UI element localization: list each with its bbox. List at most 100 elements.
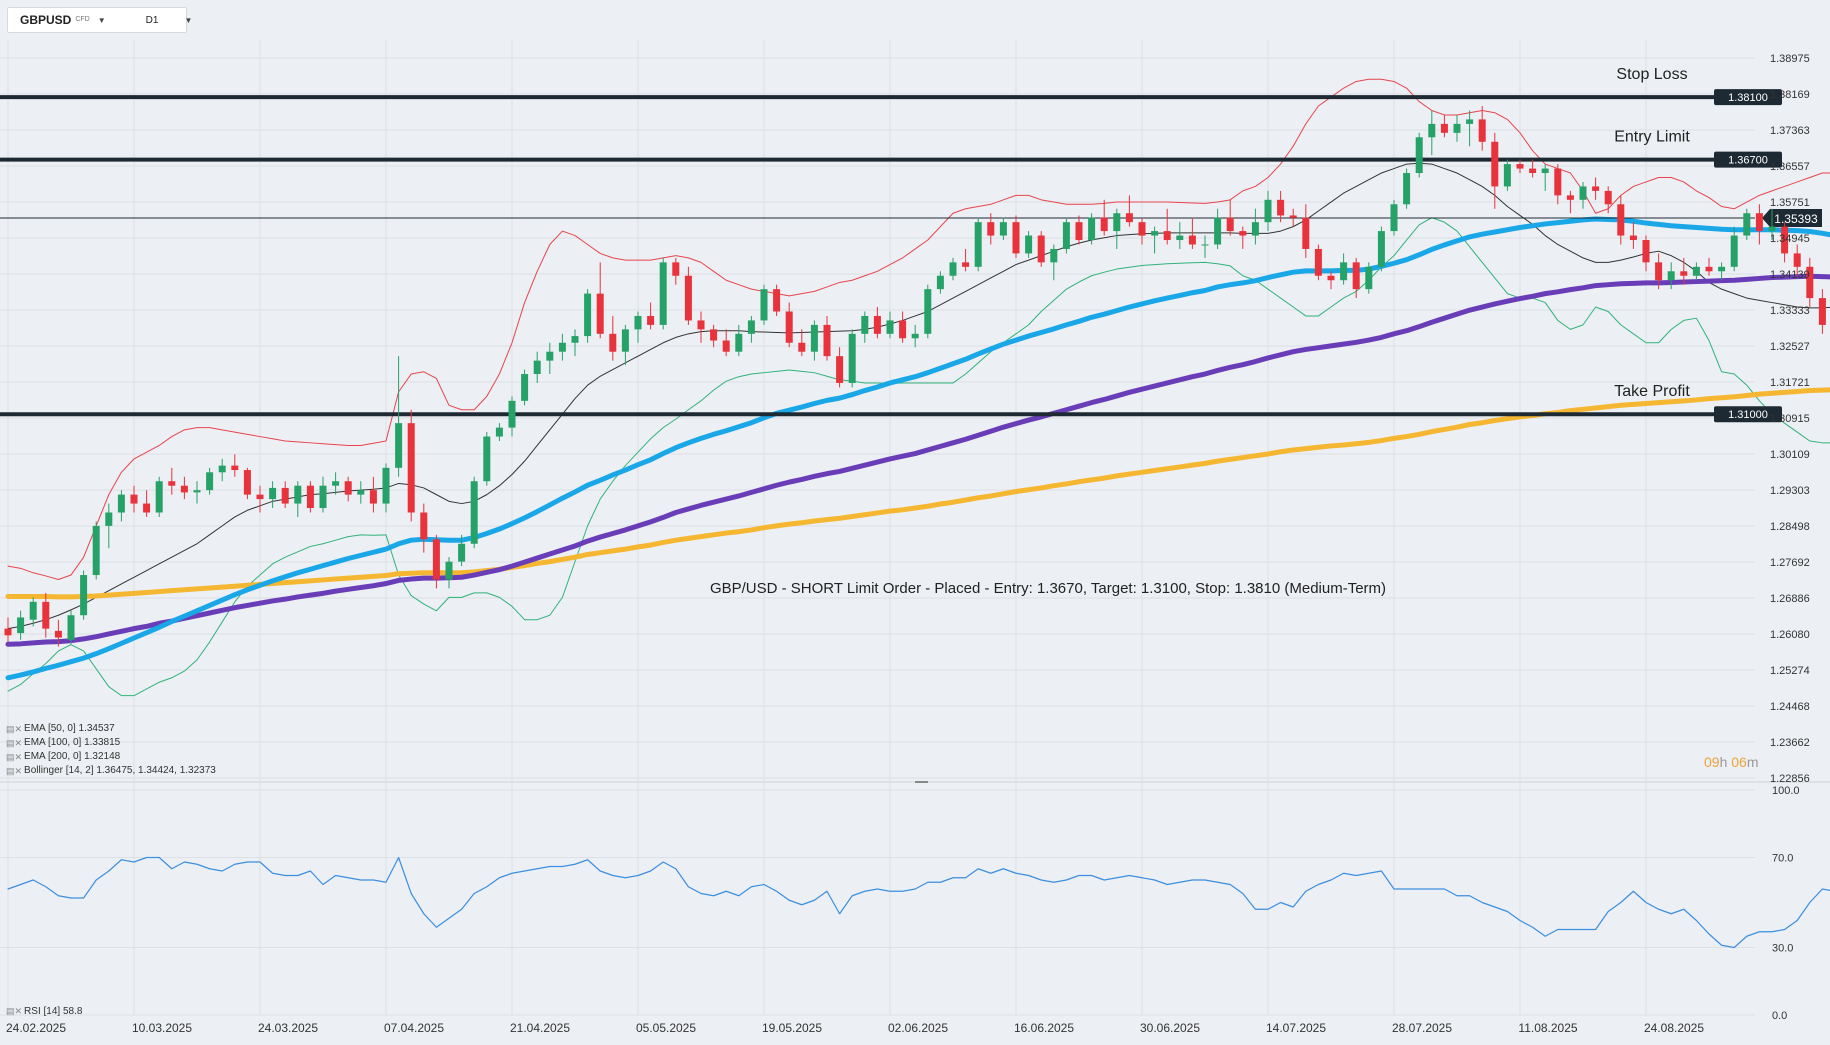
rsi-line [7,856,1830,949]
candle-bullish [294,481,302,517]
candle-bullish [1365,262,1373,294]
legend-bollinger[interactable]: ▤✕ Bollinger [14, 2] 1.36475, 1.34424, 1.… [6,764,216,778]
candle-bearish [1100,199,1108,236]
candle-bullish [1113,208,1121,249]
candle-bullish [1579,181,1587,209]
candle-bullish [92,521,100,580]
candle-bullish [1667,262,1675,290]
grid [0,40,1830,1015]
candle-body [609,333,617,352]
x-tick-label: 11.08.2025 [1518,1021,1577,1035]
indicator-settings-icon[interactable]: ▤✕ [6,1006,23,1016]
candle-body [1516,164,1524,169]
timeframe-dropdown-icon[interactable]: ▼ [184,15,193,25]
candle-body [1100,217,1108,232]
symbol-dropdown-icon[interactable]: ▼ [97,15,106,25]
candle-body [432,539,440,580]
indicator-settings-icon[interactable]: ▤✕ [6,738,23,748]
y-tick-label: 1.38975 [1770,53,1810,65]
candle-body [1554,168,1562,196]
y-tick-label: 1.25274 [1770,665,1810,677]
ema100-line [5,273,1830,647]
y-tick-label: 1.23662 [1770,737,1810,749]
candle-bearish [180,476,188,500]
candle-bearish [231,454,239,477]
x-tick-label: 21.04.2025 [510,1021,570,1035]
candle-body [1239,231,1247,236]
candle-body [382,467,390,504]
candle-bullish [533,351,541,383]
candle-bearish [1012,215,1020,258]
candle-bullish [206,467,214,495]
candle-body [1529,168,1537,174]
indicator-settings-icon[interactable]: ▤✕ [6,724,23,734]
symbol-label[interactable]: GBPUSD [20,13,72,27]
candle-body [80,575,88,616]
candle-bullish [1692,262,1700,281]
legend-ema50[interactable]: ▤✕ EMA [50, 0] 1.34537 [6,722,216,736]
candle-body [4,628,12,636]
indicator-settings-icon[interactable]: ▤✕ [6,752,23,762]
y-tick-label: 1.27692 [1770,557,1810,569]
y-tick-label: 1.30109 [1770,449,1810,461]
candle-body [836,356,844,383]
candle-body [420,512,428,540]
candle-bearish [4,617,12,643]
candle-body [29,601,37,620]
candle-body [344,481,352,495]
candle-bearish [1491,132,1499,209]
candle-body [1151,231,1159,236]
candle-bearish [1554,164,1562,205]
candle-body [407,423,415,513]
candle-body [760,289,768,321]
candle-body [495,427,503,437]
candle-bullish [848,329,856,388]
candle-body [42,601,50,629]
candle-bearish [256,485,264,513]
ema50-line [5,216,1830,681]
candle-body [1289,215,1297,218]
candle-bullish [924,284,932,339]
candle-bullish [332,472,340,495]
bollinger-bands [7,78,1830,697]
legend-ema100-label: EMA [100, 0] 1.33815 [24,737,121,748]
candle-body [546,351,554,361]
candle-bearish [1592,177,1600,200]
rsi-panel: 100.0 70.0 30.0 0.0 [0,785,1830,1022]
candle-body [1012,222,1020,254]
indicator-settings-icon[interactable]: ▤✕ [6,766,23,776]
date-axis: 24.02.2025 10.03.2025 24.03.2025 07.04.2025… [6,1021,1704,1035]
y-tick-label: 1.22856 [1770,773,1810,785]
legend-ema100[interactable]: ▤✕ EMA [100, 0] 1.33815 [6,736,216,750]
candle-bearish [873,307,881,339]
candle-bullish [1768,208,1776,241]
candle-body [634,315,642,330]
candle-body [369,490,377,504]
candle-bullish [508,396,516,437]
indicator-legend: ▤✕ EMA [50, 0] 1.34537 ▤✕ EMA [100, 0] 1.3… [6,722,216,778]
candle-bearish [962,248,970,272]
candle-bullish [1050,244,1058,281]
x-tick-label: 19.05.2025 [762,1021,822,1035]
candle-bullish [470,476,478,549]
candle-body [962,262,970,267]
x-tick-label: 30.06.2025 [1140,1021,1200,1035]
legend-rsi[interactable]: ▤✕ RSI [14] 58.8 [6,1006,82,1017]
candle-bearish [1566,190,1574,214]
timeframe-label[interactable]: D1 [145,14,159,26]
candle-bullish [67,610,75,645]
candle-bearish [1529,159,1537,178]
candle-bearish [785,302,793,348]
level-name-label: Entry Limit [1614,129,1690,146]
candle-body [810,324,818,352]
y-tick-label: 1.37363 [1770,125,1810,137]
candle-bearish [1352,257,1360,299]
candle-body [319,485,327,509]
y-tick-label: 1.31721 [1770,377,1810,389]
candle-bearish [1075,215,1083,245]
candle-bullish [584,289,592,343]
legend-ema200[interactable]: ▤✕ EMA [200, 0] 1.32148 [6,750,216,764]
level-price-label: 1.31000 [1728,409,1768,421]
candle-body [1718,266,1726,272]
